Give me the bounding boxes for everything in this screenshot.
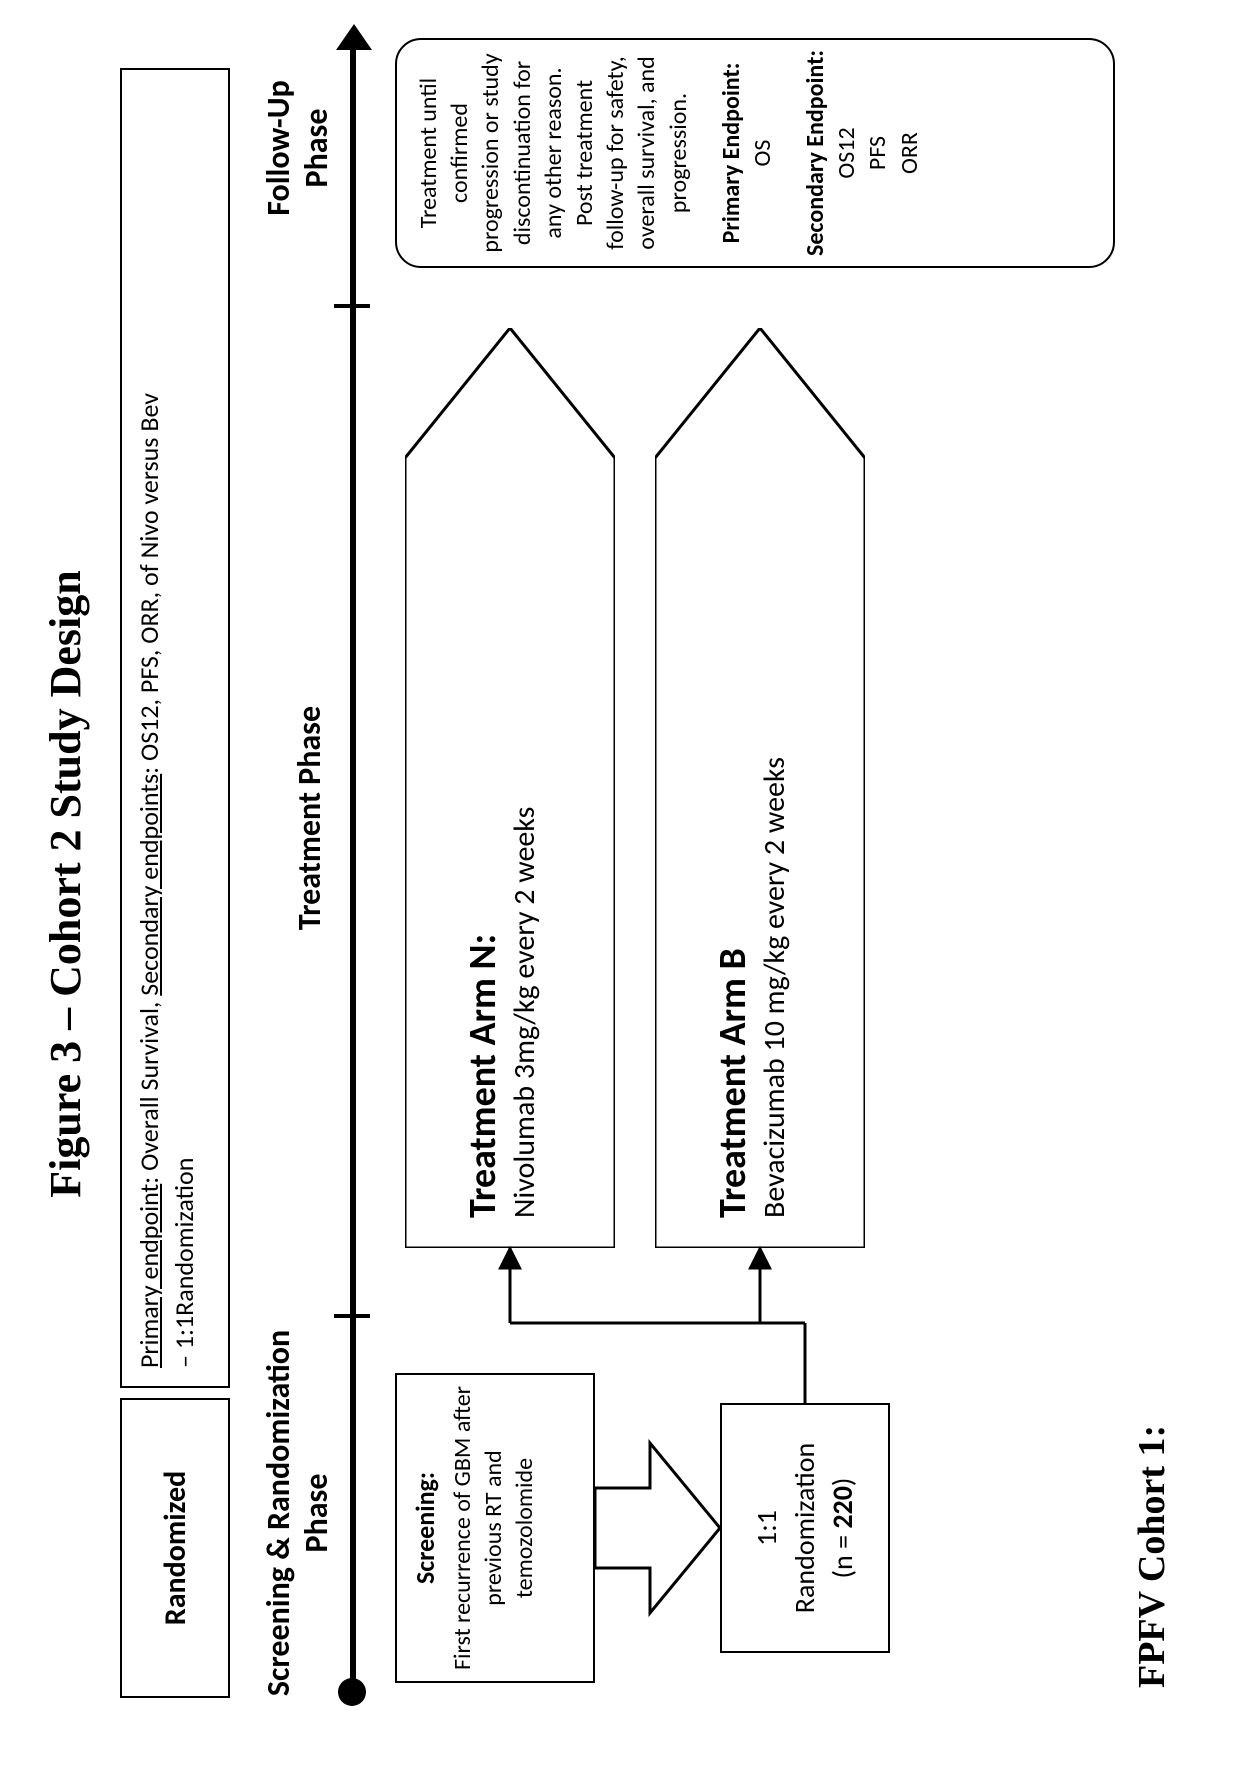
screening-box: Screening: First recurrence of GBM after… [395, 1373, 595, 1683]
fpfv-label: FPFV Cohort 1: [1130, 1425, 1174, 1688]
followup-secondary: Secondary Endpoint: OS12 PFS ORR [800, 48, 925, 258]
treatment-arm-n: Treatment Arm N: Nivolumab 3mg/kg every … [405, 328, 615, 1248]
diagram-stage: Figure 3 – Cohort 2 Study Design Randomi… [0, 0, 1240, 1768]
endpoints-box: Primary endpoint: Overall Survival, Seco… [120, 68, 230, 1388]
timeline-bar [350, 38, 356, 1698]
treatment-arm-b: Treatment Arm B Bevacizumab 10 mg/kg eve… [655, 328, 865, 1248]
followup-body: Treatment until confirmed progression or… [413, 48, 694, 258]
followup-primary: Primary Endpoint: OS [716, 48, 778, 258]
randomized-label: Randomized [157, 1471, 194, 1625]
primary-endpoint-label: Primary endpoint [133, 1184, 165, 1368]
followup-primary-value: OS [747, 48, 778, 258]
followup-secondary-label: Secondary Endpoint: [800, 48, 831, 258]
randomization-line2: Randomization [786, 1443, 824, 1613]
endpoints-line1: Primary endpoint: Overall Survival, Seco… [132, 88, 167, 1368]
arm-b-title: Treatment Arm B [710, 598, 756, 1218]
phase-label-screening: Screening & Randomization Phase [260, 1328, 337, 1698]
primary-endpoint-text: : Overall Survival, [133, 996, 165, 1184]
endpoints-line2: – 1:1Randomization [167, 88, 202, 1368]
timeline-tick-1 [334, 1314, 370, 1318]
followup-box: Treatment until confirmed progression or… [395, 38, 1115, 268]
randomization-n-prefix: (n = [825, 1529, 860, 1579]
randomization-box: 1:1 Randomization (n = 220) [720, 1403, 890, 1653]
arm-n-desc: Nivolumab 3mg/kg every 2 weeks [506, 598, 544, 1218]
phase-label-treatment-text: Treatment Phase [290, 618, 329, 1018]
phase-label-followup: Follow-Up Phase [260, 38, 337, 258]
followup-secondary-value-2: ORR [894, 48, 925, 258]
screening-header: Screening: [409, 1385, 443, 1671]
randomization-line3: (n = 220) [824, 1478, 862, 1579]
screening-body: First recurrence of GBM after previous R… [448, 1386, 539, 1670]
figure-title: Figure 3 – Cohort 2 Study Design [40, 0, 91, 1768]
randomization-n: 220 [825, 1486, 860, 1529]
randomization-n-suffix: ) [825, 1478, 860, 1487]
secondary-endpoint-label: Secondary endpoints [133, 774, 165, 996]
secondary-endpoint-text: : OS12, PFS, ORR, of Nivo versus Bev [133, 393, 165, 774]
randomization-line1: 1:1 [748, 1510, 786, 1546]
timeline-start-dot [338, 1678, 366, 1706]
followup-secondary-value-0: OS12 [831, 48, 862, 258]
randomized-box: Randomized [120, 1398, 230, 1698]
followup-secondary-value-1: PFS [862, 48, 893, 258]
phase-label-treatment: Treatment Phase [290, 618, 329, 1018]
arm-n-title: Treatment Arm N: [460, 598, 506, 1218]
arm-b-desc: Bevacizumab 10 mg/kg every 2 weeks [756, 598, 794, 1218]
timeline-tick-2 [334, 304, 370, 308]
followup-primary-label: Primary Endpoint: [716, 48, 747, 258]
timeline-arrowhead-icon [336, 24, 372, 50]
down-arrow-icon [595, 1433, 720, 1623]
